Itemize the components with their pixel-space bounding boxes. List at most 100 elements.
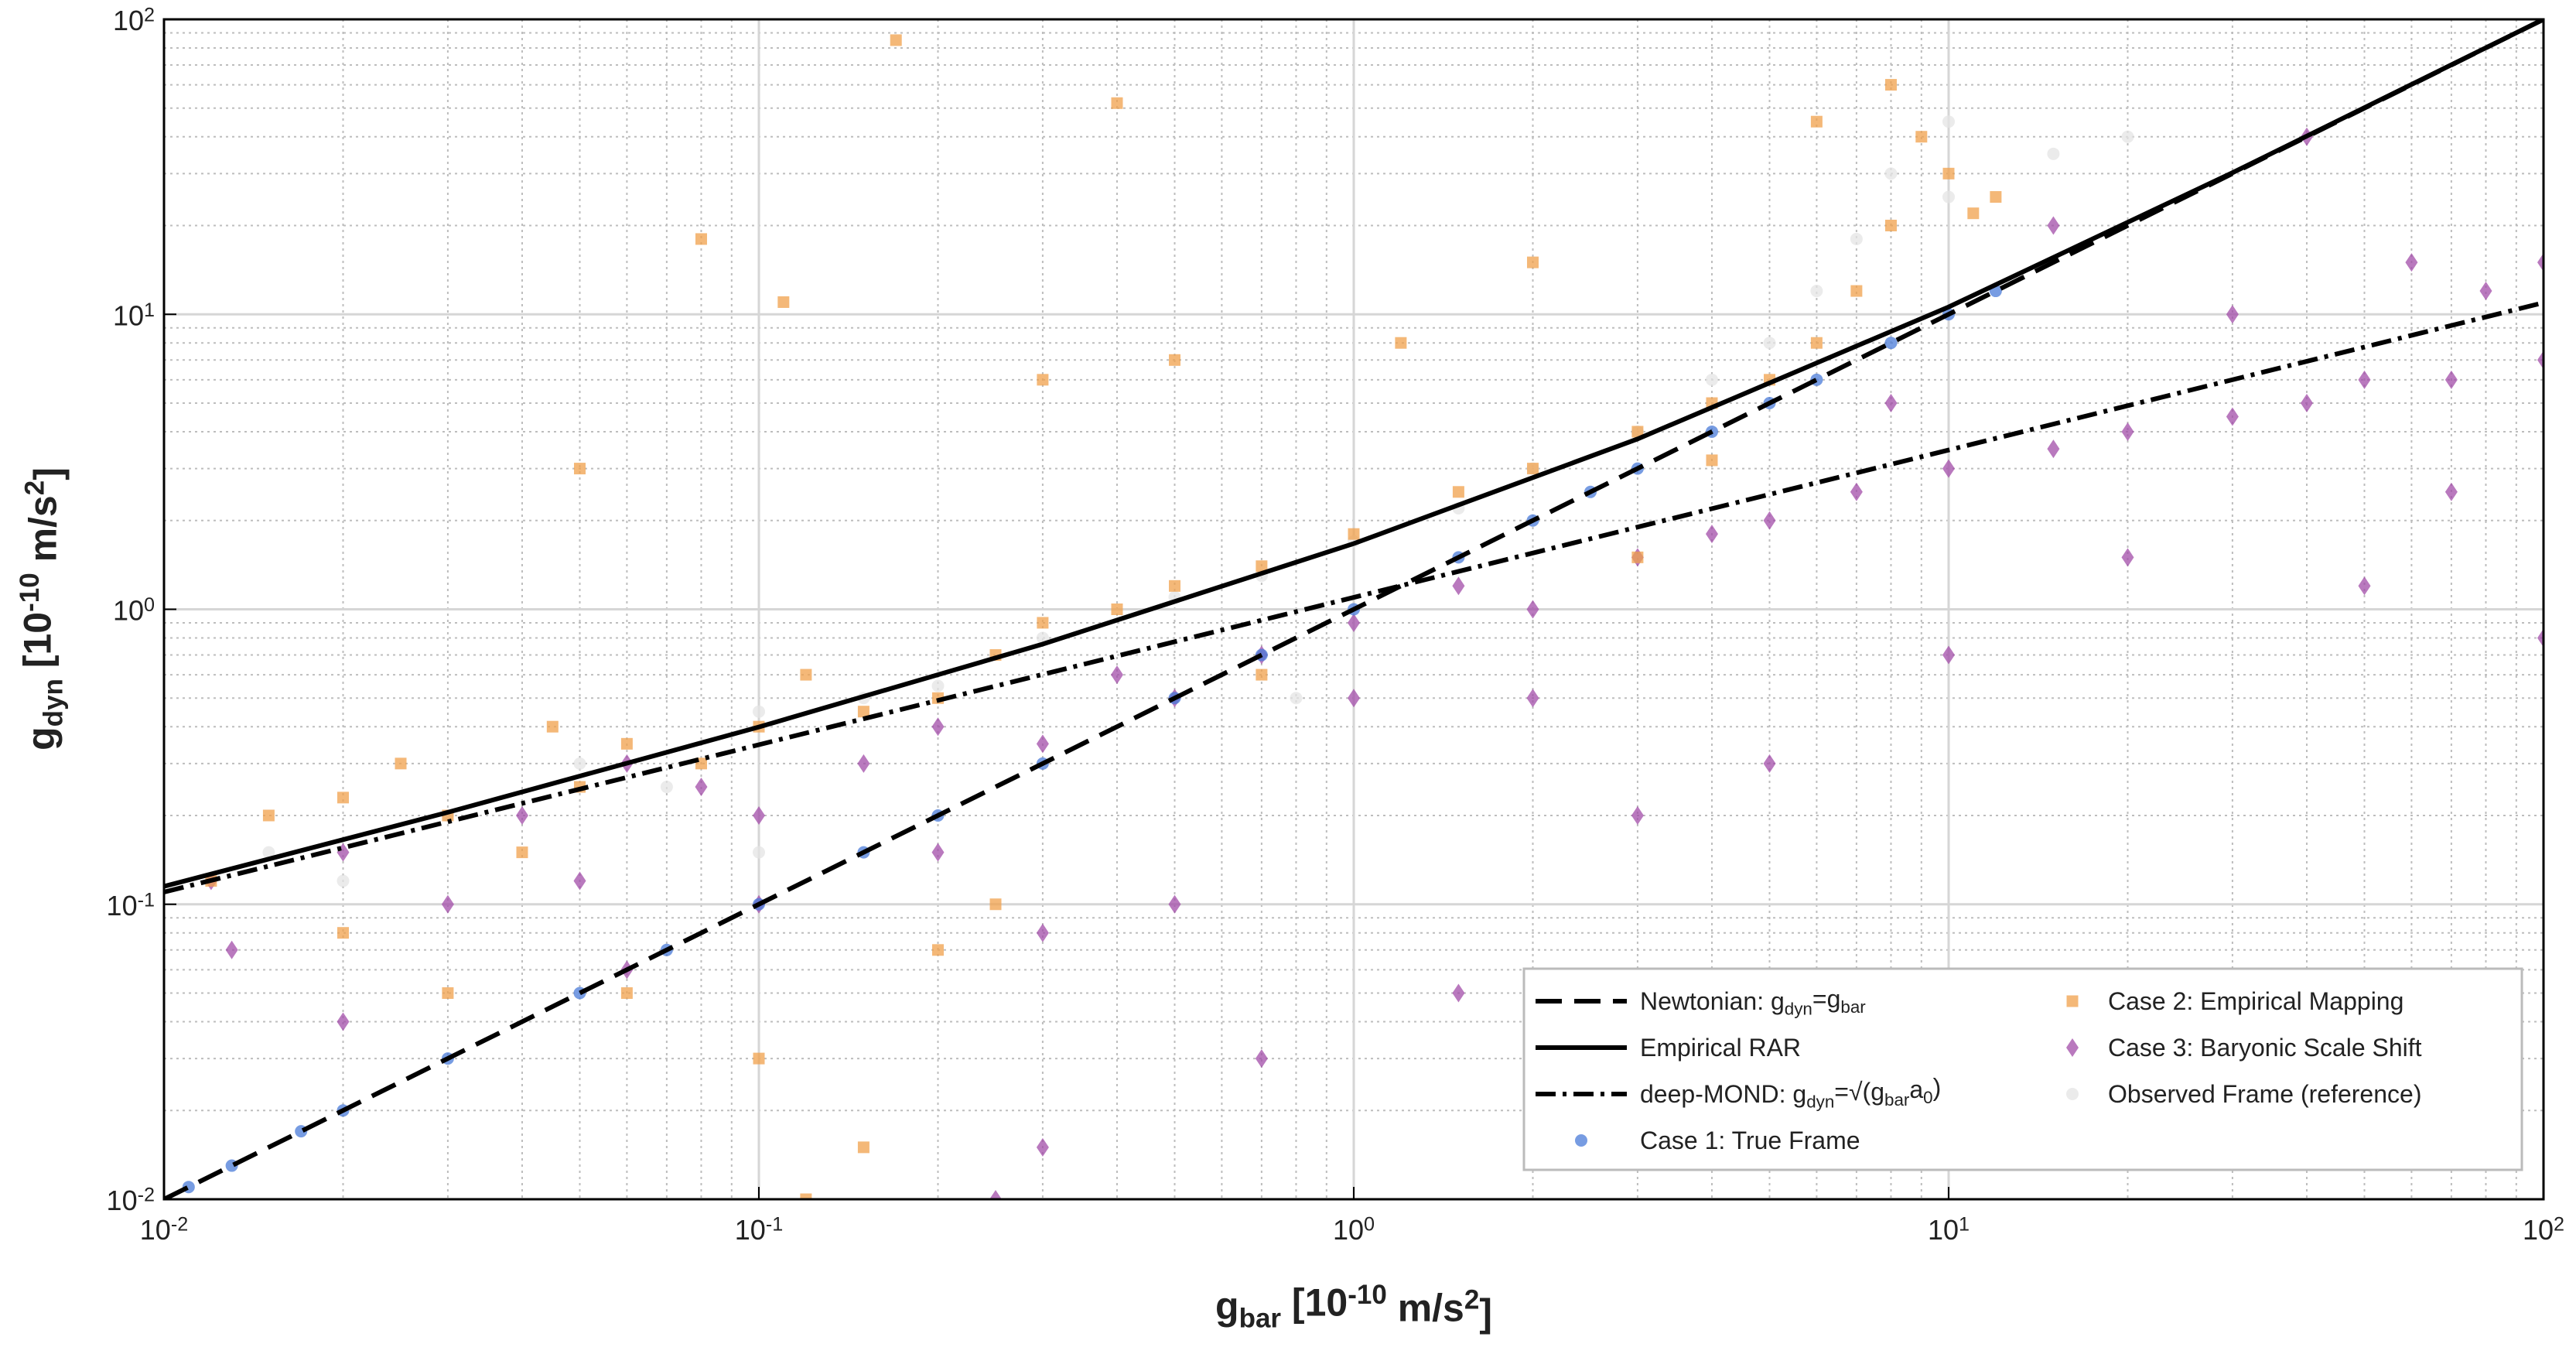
point bbox=[1348, 613, 1360, 632]
point bbox=[660, 781, 673, 794]
x-tick-label: 10-2​ bbox=[140, 1214, 188, 1246]
point bbox=[1256, 560, 1268, 573]
point bbox=[515, 805, 528, 825]
point bbox=[2537, 253, 2544, 272]
point bbox=[1452, 983, 1465, 1003]
legend-label: Observed Frame (reference) bbox=[2108, 1080, 2421, 1108]
point bbox=[337, 843, 350, 862]
point bbox=[1168, 894, 1181, 914]
point bbox=[2121, 422, 2134, 441]
point bbox=[1631, 426, 1644, 438]
point bbox=[1810, 285, 1823, 298]
point bbox=[1884, 167, 1898, 180]
point bbox=[1810, 337, 1823, 349]
point bbox=[2047, 439, 2060, 459]
point bbox=[1915, 131, 1928, 143]
point bbox=[395, 757, 407, 770]
point bbox=[695, 778, 708, 797]
point bbox=[2444, 370, 2458, 389]
point bbox=[1452, 486, 1464, 498]
point bbox=[931, 843, 945, 862]
legend-swatch bbox=[2066, 995, 2079, 1007]
point bbox=[2226, 305, 2239, 324]
point bbox=[1036, 734, 1049, 754]
legend-swatch bbox=[2066, 1088, 2079, 1100]
point bbox=[1452, 576, 1465, 596]
y-axis-label: gdyn [10-10 m/s2] bbox=[15, 467, 70, 751]
point bbox=[1705, 373, 1718, 386]
point bbox=[337, 874, 350, 887]
point bbox=[1526, 600, 1539, 619]
point bbox=[620, 987, 633, 1000]
point bbox=[574, 463, 586, 475]
point bbox=[1967, 207, 1980, 220]
point bbox=[1850, 232, 1863, 245]
point bbox=[2444, 482, 2458, 501]
point bbox=[1526, 463, 1539, 475]
point bbox=[1763, 754, 1776, 773]
point bbox=[753, 805, 765, 825]
point bbox=[2537, 350, 2544, 370]
x-tick-label: 10-1​ bbox=[735, 1214, 783, 1246]
point bbox=[931, 679, 945, 692]
point bbox=[442, 987, 454, 1000]
y-tick-label: 102​ bbox=[113, 5, 155, 36]
legend-label: deep-MOND: gdyn=√(gbara0) bbox=[1640, 1073, 1941, 1111]
y-tick-label: 101​ bbox=[113, 299, 155, 331]
legend-label: Newtonian: gdyn=gbar​ bbox=[1640, 985, 1866, 1019]
point bbox=[2405, 253, 2418, 272]
point bbox=[1631, 805, 1644, 825]
point bbox=[1036, 923, 1049, 942]
point bbox=[695, 233, 707, 245]
point bbox=[2226, 407, 2239, 426]
point bbox=[1255, 1049, 1268, 1068]
point bbox=[989, 898, 1002, 911]
line bbox=[164, 300, 2544, 894]
point bbox=[516, 846, 528, 859]
legend-box bbox=[1522, 967, 2523, 1171]
point bbox=[2300, 394, 2313, 413]
point bbox=[1169, 354, 1181, 366]
point bbox=[1850, 285, 1863, 297]
legend-swatch bbox=[2066, 1038, 2079, 1057]
line bbox=[164, 19, 2544, 1199]
point bbox=[777, 296, 790, 308]
legend-label: Case 3: Baryonic Scale Shift bbox=[2108, 1034, 2422, 1062]
point bbox=[2121, 130, 2134, 143]
point bbox=[1706, 454, 1718, 467]
point bbox=[620, 737, 633, 750]
point bbox=[1526, 256, 1539, 268]
point bbox=[1942, 459, 1955, 478]
point bbox=[857, 706, 869, 718]
axes-frame bbox=[162, 18, 2545, 1201]
legend-label: Case 1: True Frame bbox=[1640, 1127, 1860, 1154]
point bbox=[753, 705, 765, 718]
point bbox=[1884, 337, 1898, 350]
x-tick-label: 100​ bbox=[1333, 1214, 1375, 1246]
point bbox=[989, 1190, 1003, 1199]
point bbox=[1256, 668, 1268, 681]
point bbox=[890, 34, 902, 46]
legend-label: Empirical RAR bbox=[1640, 1034, 1801, 1062]
point bbox=[1348, 689, 1360, 708]
legend-label: Case 2: Empirical Mapping bbox=[2108, 987, 2403, 1015]
point bbox=[1290, 692, 1303, 705]
point bbox=[337, 927, 349, 939]
point bbox=[1884, 219, 1897, 231]
point bbox=[800, 668, 812, 681]
point bbox=[337, 1012, 350, 1031]
point bbox=[2537, 628, 2544, 648]
point bbox=[1990, 191, 2002, 203]
point bbox=[262, 846, 275, 859]
y-tick-label: 100​ bbox=[113, 594, 155, 626]
point bbox=[1348, 528, 1360, 540]
point bbox=[1036, 1137, 1049, 1157]
point bbox=[1111, 603, 1123, 615]
point bbox=[1169, 580, 1181, 592]
point bbox=[573, 757, 586, 770]
point bbox=[262, 809, 275, 822]
point bbox=[753, 846, 765, 859]
point bbox=[1110, 665, 1123, 685]
point bbox=[857, 1141, 869, 1154]
